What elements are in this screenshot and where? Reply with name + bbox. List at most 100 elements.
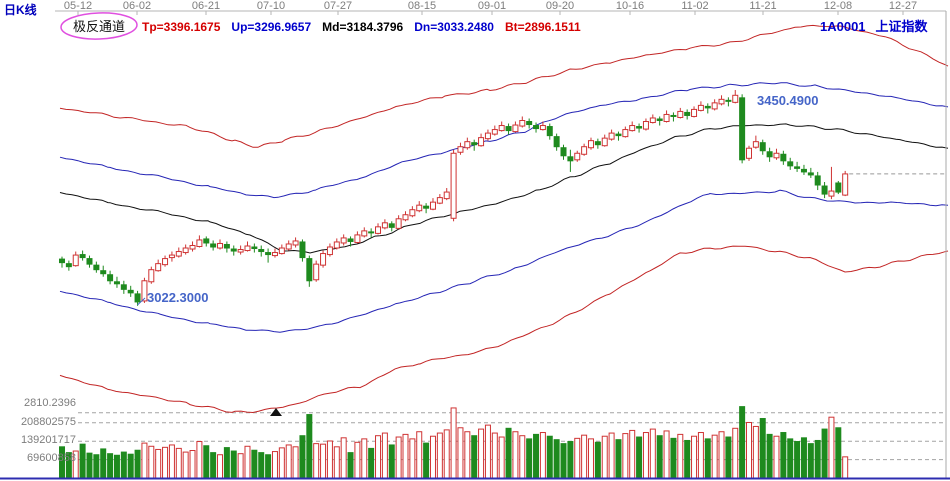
volume-bar — [361, 438, 368, 479]
date-tick-label: 08-15 — [408, 0, 436, 12]
candle-body — [629, 125, 636, 132]
channel-line-bt — [59, 245, 949, 414]
volume-bar — [120, 451, 127, 479]
candle-body — [601, 137, 608, 147]
volume-bar — [505, 427, 512, 479]
volume-bar — [320, 443, 327, 479]
candle-body — [381, 222, 388, 229]
candle-body — [581, 146, 588, 155]
volume-bar — [107, 453, 114, 479]
volume-bar — [574, 437, 581, 479]
volume-bar — [759, 418, 766, 479]
candle-body — [120, 284, 127, 290]
volume-bar — [581, 434, 588, 479]
volume-bar — [484, 424, 491, 479]
volume-bar — [409, 438, 416, 479]
volume-bar — [821, 428, 828, 479]
candle-body — [93, 264, 100, 271]
volume-bar — [697, 432, 704, 479]
date-tick-label: 07-10 — [257, 0, 285, 12]
volume-bar — [381, 432, 388, 479]
volume-bar — [553, 439, 560, 479]
price-floor-label: 2810.2396 — [24, 397, 76, 409]
volume-bar — [636, 436, 643, 479]
volume-bar — [347, 452, 354, 479]
volume-bar — [368, 447, 375, 479]
volume-bar — [512, 431, 519, 479]
candle-body — [498, 125, 505, 132]
candle-body — [354, 234, 361, 243]
volume-bar — [773, 435, 780, 479]
volume-bar — [299, 435, 306, 479]
indicator-readout-value: Up=3296.9657 — [231, 20, 312, 34]
candle-body — [746, 147, 752, 159]
volume-bar — [457, 427, 464, 479]
date-tick-label: 11-21 — [749, 0, 776, 12]
candle-body — [258, 249, 265, 253]
candle-body — [821, 185, 828, 195]
volume-bar — [443, 429, 450, 479]
volume-bar — [684, 439, 691, 479]
volume-bar — [663, 430, 670, 479]
candle-body — [546, 126, 553, 137]
candle-body — [478, 137, 485, 147]
volume-bar — [429, 435, 436, 479]
candle-body — [835, 182, 842, 193]
indicator-readout-value: Tp=3396.1675 — [142, 20, 221, 34]
volume-bar — [450, 407, 457, 479]
candle-body — [471, 142, 478, 146]
candle-body — [553, 136, 560, 148]
volume-bar — [498, 436, 505, 479]
candle-body — [807, 172, 814, 176]
indicator-readout: Tp=3396.1675 Up=3296.9657 Md=3184.3796 Dn=3… — [142, 21, 592, 33]
date-tick-label: 09-20 — [546, 0, 574, 12]
candle-body — [773, 152, 780, 159]
volume-bar — [670, 437, 677, 479]
date-tick-label: 05-12 — [64, 0, 92, 12]
candle-body — [299, 241, 306, 259]
candle-body — [443, 191, 450, 200]
candle-body — [436, 197, 443, 204]
candle-body — [574, 152, 581, 161]
date-tick-label: 06-21 — [192, 0, 220, 12]
volume-bar — [354, 441, 361, 479]
volume-bar — [622, 433, 629, 479]
candle-body — [265, 252, 272, 256]
candle-body — [587, 140, 594, 149]
volume-bar — [587, 438, 594, 479]
volume-bar — [491, 432, 498, 479]
channel-line-md — [59, 123, 949, 254]
candle-body — [59, 258, 65, 264]
symbol-code: 1A0001 — [820, 19, 866, 34]
candle-body — [450, 152, 457, 219]
indicator-readout-value: Bt=2896.1511 — [504, 20, 581, 34]
candle-body — [162, 258, 169, 266]
candle-body — [814, 175, 821, 186]
candle-body — [484, 132, 491, 140]
volume-bar — [464, 431, 471, 479]
candle-body — [567, 156, 574, 162]
candle-body — [423, 205, 430, 209]
date-tick-label: 07-27 — [324, 0, 352, 12]
candle-body — [512, 124, 519, 133]
volume-bar — [79, 443, 86, 479]
volume-bar — [237, 453, 244, 479]
volume-bar — [567, 441, 574, 479]
candle-body — [278, 247, 285, 255]
candle-body — [72, 254, 79, 267]
volume-bar — [395, 436, 402, 479]
volume-bar — [842, 456, 849, 479]
volume-bar — [629, 429, 636, 479]
date-tick-label: 12-08 — [824, 0, 852, 12]
volume-bar — [402, 433, 409, 479]
volume-bar — [223, 447, 230, 479]
volume-bar — [230, 450, 237, 479]
volume-bar — [732, 427, 739, 479]
indicator-ellipse — [60, 12, 138, 40]
volume-bar — [203, 445, 210, 479]
candle-body — [732, 94, 739, 103]
candle-body — [168, 254, 175, 259]
